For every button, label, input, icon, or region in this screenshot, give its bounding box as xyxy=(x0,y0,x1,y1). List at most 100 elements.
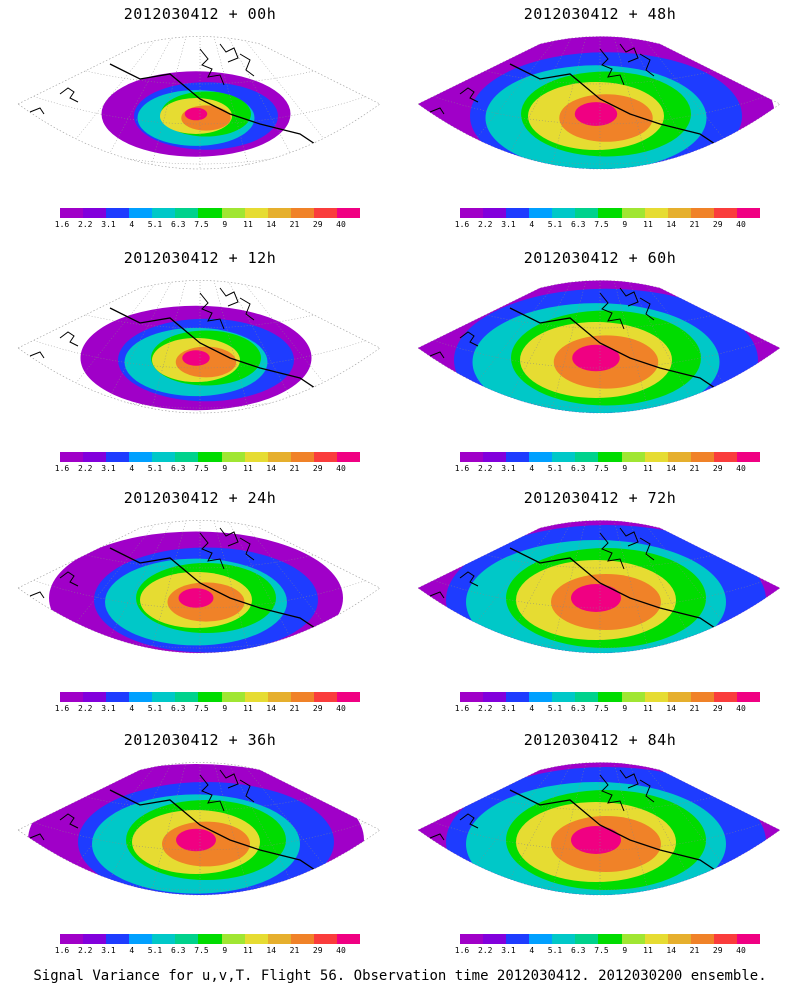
colorbar-label: 1.6 xyxy=(54,704,70,713)
colorbar-label: 21 xyxy=(289,464,300,473)
colorbar-label: 9 xyxy=(222,704,228,713)
map-plot xyxy=(417,280,781,414)
colorbar-swatch xyxy=(244,452,268,462)
colorbar-label: 4 xyxy=(529,464,535,473)
meridian xyxy=(199,520,380,653)
colorbar-labels: 1.6 2.2 3.1 4 5.1 6.3 7.5 9 11 14 21 29 40 xyxy=(55,946,360,956)
meridian xyxy=(418,762,601,895)
variance-contour xyxy=(571,584,621,612)
meridian xyxy=(599,762,780,895)
colorbar-label: 9 xyxy=(222,946,228,955)
meridian xyxy=(418,36,601,169)
colorbar-swatch xyxy=(221,452,245,462)
colorbar-label: 29 xyxy=(312,946,323,955)
meridian xyxy=(199,762,329,895)
colorbar-labels: 1.6 2.2 3.1 4 5.1 6.3 7.5 9 11 14 21 29 40 xyxy=(455,220,760,230)
colorbar-label: 6.3 xyxy=(171,464,186,473)
colorbar-swatch xyxy=(552,934,576,944)
colorbar-label: 40 xyxy=(336,464,346,473)
colorbar-swatch xyxy=(83,692,107,702)
panel-title: 2012030412 + 72h xyxy=(523,489,677,507)
colorbar-label: 7.5 xyxy=(194,220,209,229)
colorbar-swatch xyxy=(244,692,268,702)
colorbar-swatch xyxy=(598,208,622,218)
map-panel: 2012030412 + 24h 1.6 2.2 3.1 4 5.1 6.3 7.5 9 11 14… xyxy=(0,488,400,728)
colorbar-label: 29 xyxy=(712,946,723,955)
parallel xyxy=(18,83,380,125)
colorbar-label: 29 xyxy=(712,464,723,473)
variance-contour xyxy=(182,350,210,366)
colorbar-label: 5.1 xyxy=(147,946,163,955)
colorbar-swatch xyxy=(506,208,530,218)
meridian xyxy=(71,36,201,169)
colorbar-label: 7.5 xyxy=(194,464,209,473)
meridian xyxy=(471,36,601,169)
colorbar-swatch xyxy=(667,208,691,218)
colorbar-swatch xyxy=(621,692,645,702)
colorbar-swatch xyxy=(290,934,314,944)
colorbar-swatch xyxy=(336,208,361,218)
map-plot xyxy=(17,520,381,654)
colorbar-label: 4 xyxy=(529,220,535,229)
colorbar-swatch xyxy=(621,208,645,218)
colorbar-swatch xyxy=(713,452,737,462)
colorbar-swatch xyxy=(60,208,84,218)
colorbar-swatch xyxy=(152,208,176,218)
meridian xyxy=(199,280,329,413)
colorbar-label: 5.1 xyxy=(547,946,563,955)
map-panel: 2012030412 + 72h 1.6 2.2 3.1 4 5.1 6.3 7.5 9 11 14… xyxy=(400,488,800,728)
colorbar-label: 21 xyxy=(689,464,700,473)
colorbar-swatch xyxy=(529,934,553,944)
panel-title: 2012030412 + 84h xyxy=(523,731,677,749)
colorbar-swatch xyxy=(60,692,84,702)
map-panel: 2012030412 + 00h 1.6 2.2 3.1 4 5.1 6.3 7.5 9 11 14… xyxy=(0,4,400,244)
colorbar-label: 21 xyxy=(689,220,700,229)
colorbar-label: 40 xyxy=(336,704,346,713)
colorbar-label: 11 xyxy=(643,464,653,473)
colorbar-label: 6.3 xyxy=(571,464,586,473)
colorbar-swatch xyxy=(598,934,622,944)
arctic-islands xyxy=(199,43,255,86)
colorbar-label: 21 xyxy=(289,220,300,229)
colorbar-label: 40 xyxy=(736,464,746,473)
colorbar xyxy=(460,692,761,702)
asia-coast xyxy=(29,571,79,599)
variance-contour xyxy=(178,588,214,608)
colorbar-swatch xyxy=(244,208,268,218)
map-plot xyxy=(417,762,781,896)
parallel xyxy=(418,567,780,609)
colorbar-label: 2.2 xyxy=(478,704,493,713)
colorbar-label: 14 xyxy=(666,946,677,955)
colorbar-swatch xyxy=(483,452,507,462)
colorbar-swatch xyxy=(175,208,199,218)
colorbar-label: 9 xyxy=(622,946,628,955)
colorbar-label: 14 xyxy=(666,704,677,713)
colorbar-swatch xyxy=(198,208,222,218)
colorbar-label: 4 xyxy=(129,464,135,473)
colorbar-label: 5.1 xyxy=(547,464,563,473)
colorbar-label: 29 xyxy=(712,704,723,713)
colorbar-label: 11 xyxy=(243,704,253,713)
map-panel: 2012030412 + 48h 1.6 2.2 3.1 4 5.1 6.3 7.5 9 11 14… xyxy=(400,4,800,244)
panel-title: 2012030412 + 12h xyxy=(123,249,277,267)
colorbar-label: 21 xyxy=(289,704,300,713)
colorbar-swatch xyxy=(221,934,245,944)
variance-contour xyxy=(184,107,208,121)
map-plot xyxy=(17,762,381,896)
map-plot xyxy=(17,36,381,170)
colorbar-swatch xyxy=(198,692,222,702)
colorbar xyxy=(60,934,361,944)
meridian xyxy=(418,280,601,413)
colorbar-swatch xyxy=(221,208,245,218)
colorbar-swatch xyxy=(60,452,84,462)
colorbar-label: 2.2 xyxy=(78,704,93,713)
meridian xyxy=(199,520,329,653)
colorbar-swatch xyxy=(552,692,576,702)
colorbar-label: 3.1 xyxy=(501,220,516,229)
colorbar-swatch xyxy=(552,208,576,218)
map-panel: 2012030412 + 36h 1.6 2.2 3.1 4 5.1 6.3 7.5 9 11 14… xyxy=(0,730,400,970)
asia-coast xyxy=(429,813,479,841)
colorbar-label: 4 xyxy=(129,704,135,713)
parallel xyxy=(418,327,780,369)
colorbar-swatch xyxy=(313,208,337,218)
